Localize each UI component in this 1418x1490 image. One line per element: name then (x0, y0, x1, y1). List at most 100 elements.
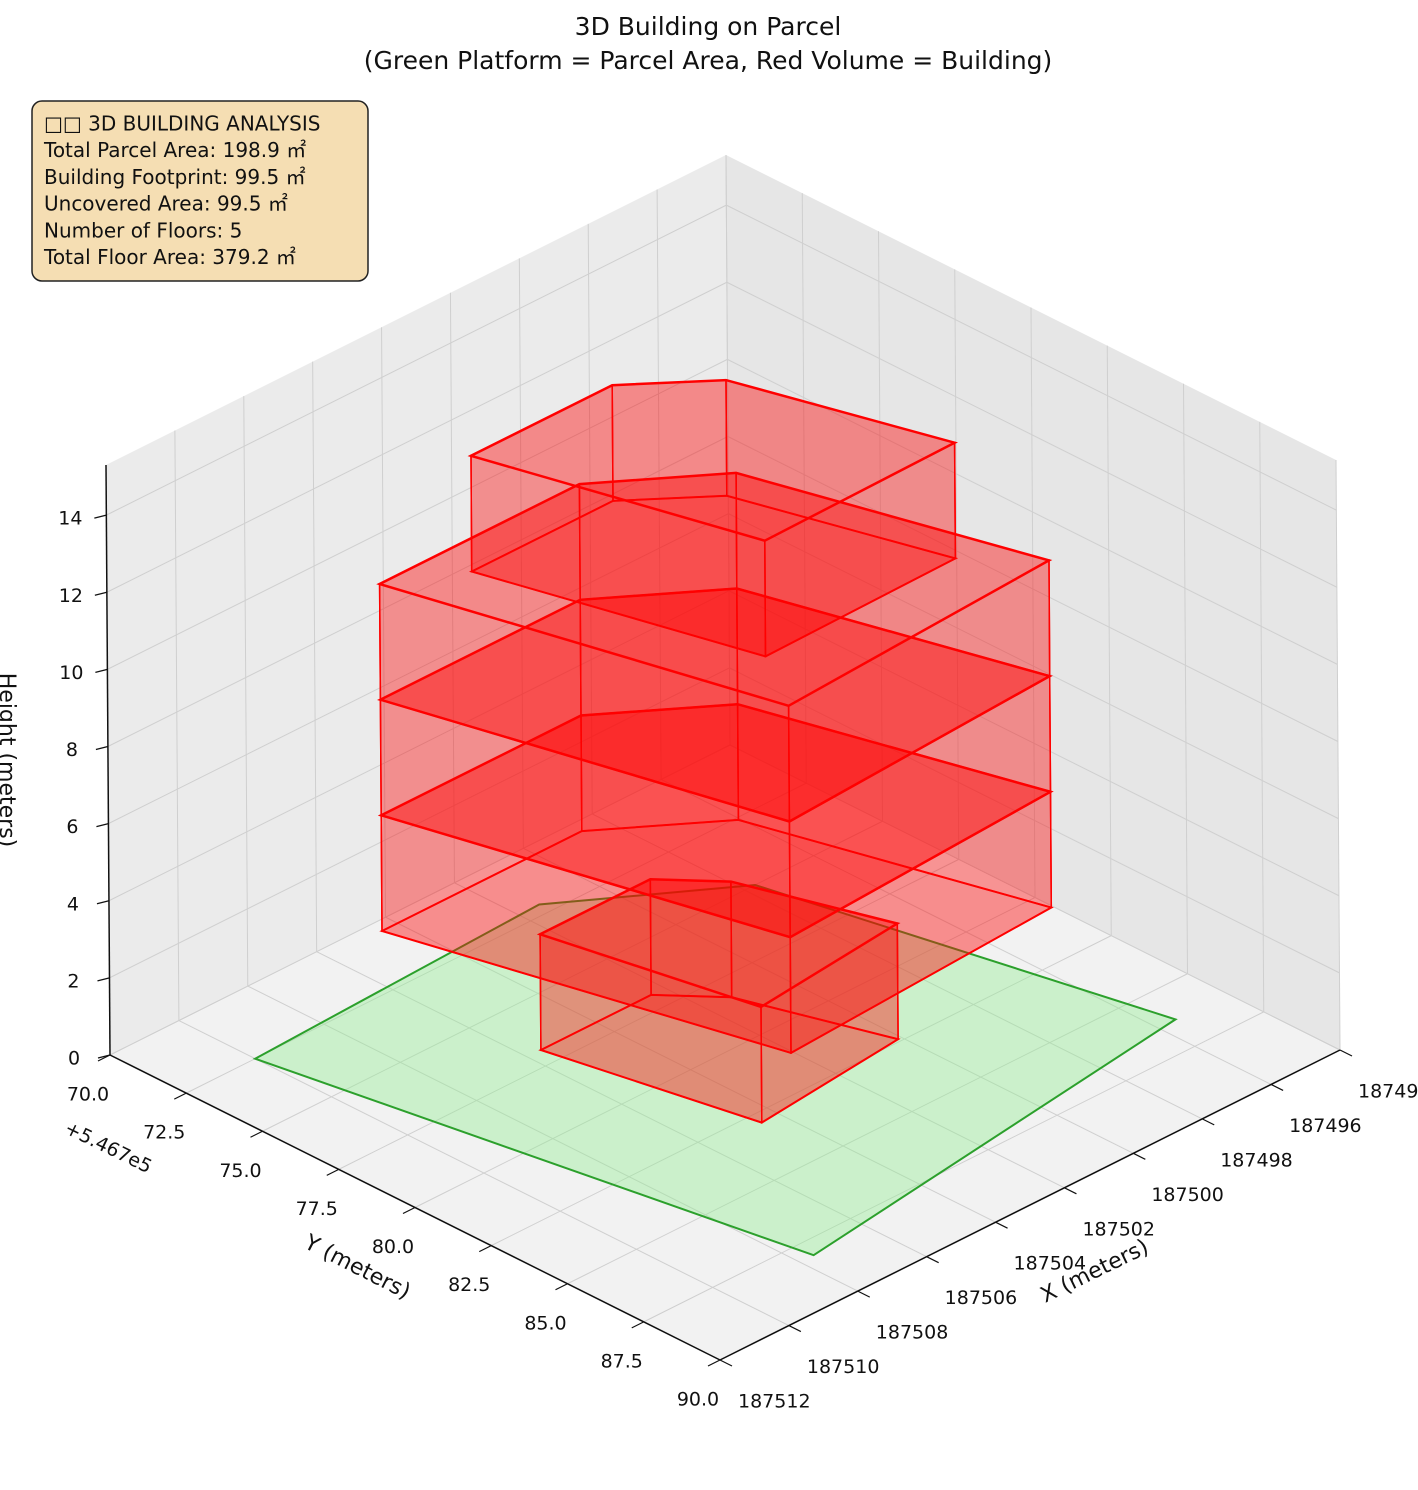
z-tick (94, 591, 108, 596)
z-tick-label: 8 (66, 739, 78, 761)
x-tick-label: 187510 (807, 1356, 880, 1378)
info-line: Total Parcel Area: 198.9 ㎡ (43, 138, 306, 162)
grid-line (727, 436, 1339, 742)
floor-top (376, 471, 1053, 708)
y-tick-label: 75.0 (219, 1160, 261, 1182)
grid-line (643, 1011, 1264, 1323)
x-tick-label: 187512 (738, 1391, 811, 1413)
grid-line (954, 269, 960, 860)
grid-line (801, 193, 807, 784)
y-tick-label: 72.5 (143, 1122, 185, 1144)
z-tick-label: 12 (59, 585, 83, 607)
x-tick-label: 187498 (1220, 1149, 1293, 1171)
grid-line (107, 358, 728, 670)
z-axis-label: Height (meters) (0, 673, 19, 848)
floor-top (536, 877, 901, 1009)
grid-line (1030, 307, 1036, 898)
grid-line (174, 430, 180, 1021)
grid-line (729, 744, 1341, 1051)
grid-line (1259, 421, 1265, 1012)
y-tick-label: 70.0 (67, 1084, 109, 1106)
grid-line (656, 189, 662, 780)
z-tick (97, 977, 110, 982)
grid-line (109, 744, 731, 1056)
x-tick (719, 1359, 733, 1367)
grid-line (726, 281, 1338, 588)
grid-line (262, 820, 883, 1132)
grid-line (1183, 383, 1188, 974)
x-tick (1064, 1187, 1077, 1195)
y-tick (402, 1206, 416, 1215)
grid-line (312, 361, 318, 952)
grid-line (728, 513, 1339, 820)
y-tick (173, 1092, 187, 1100)
x-tick-label: 187496 (1289, 1115, 1362, 1137)
grid-line (106, 204, 727, 516)
x-tick-label: 187500 (1151, 1184, 1224, 1206)
grid-line (243, 396, 249, 987)
y-tick (478, 1245, 492, 1253)
y-tick (707, 1359, 721, 1367)
chart-title: 3D Building on Parcel (575, 12, 842, 41)
x-tick-label: 187508 (876, 1322, 949, 1344)
info-line: Total Floor Area: 379.2 ㎡ (43, 245, 296, 269)
z-tick (94, 514, 107, 519)
axis-line (719, 1049, 1341, 1361)
x-tick (788, 1325, 802, 1333)
grid-line (109, 667, 730, 979)
y-tick-label: 85.0 (524, 1312, 566, 1334)
z-tick (96, 823, 109, 828)
y-tick (326, 1168, 340, 1176)
grid-line (338, 858, 959, 1170)
y-tick-label: 80.0 (372, 1236, 414, 1258)
y-tick-label: 77.5 (296, 1198, 338, 1220)
info-line: Uncovered Area: 99.5 ㎡ (44, 192, 288, 216)
x-tick (1339, 1049, 1353, 1057)
grid-line (518, 258, 524, 849)
grid-line (491, 935, 1112, 1247)
grid-line (108, 590, 730, 902)
grid-line (726, 204, 1337, 511)
info-line: □□ 3D BUILDING ANALYSIS (44, 112, 320, 136)
x-tick (995, 1221, 1008, 1229)
y-tick-label: 82.5 (448, 1274, 490, 1296)
x-tick (1133, 1152, 1146, 1160)
y-tick (250, 1130, 263, 1138)
z-tick-label: 4 (67, 893, 79, 915)
grid-line (567, 973, 1188, 1285)
grid-line (727, 358, 1338, 665)
z-tick-label: 14 (58, 508, 82, 530)
info-line: Number of Floors: 5 (44, 218, 242, 242)
grid-line (414, 897, 1036, 1208)
grid-line (449, 292, 455, 883)
x-tick-label: 187494 (1358, 1081, 1418, 1103)
x-tick (1201, 1118, 1215, 1126)
z-tick-label: 2 (67, 970, 79, 992)
z-tick (97, 1054, 111, 1059)
x-tick (1270, 1083, 1284, 1091)
y-offset-text: +5.467e5 (61, 1117, 155, 1178)
y-tick-label: 87.5 (601, 1350, 643, 1372)
z-tick (96, 900, 110, 905)
info-line: Building Footprint: 99.5 ㎡ (44, 165, 306, 189)
grid-line (1335, 459, 1341, 1051)
z-tick (95, 745, 109, 751)
x-tick-label: 187504 (1014, 1253, 1087, 1275)
grid-line (108, 513, 729, 825)
x-tick (926, 1256, 939, 1264)
y-tick (555, 1283, 568, 1291)
parcel-platform (252, 883, 1178, 1257)
info-box (31, 100, 369, 282)
y-tick (631, 1321, 645, 1329)
floor-top (467, 378, 959, 543)
x-tick-label: 187502 (1082, 1218, 1155, 1240)
grid-line (728, 590, 1340, 897)
z-tick-label: 10 (59, 662, 83, 684)
marks (252, 378, 1178, 1257)
grid-line (106, 281, 728, 593)
axis-line (105, 464, 111, 1056)
z-tick (95, 668, 108, 673)
